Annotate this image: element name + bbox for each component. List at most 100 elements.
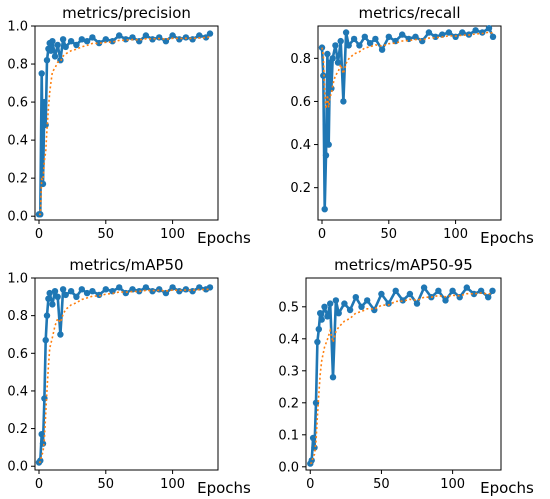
data-point (334, 59, 342, 66)
data-point (54, 293, 61, 300)
data-point (337, 37, 344, 45)
data-point (470, 290, 478, 298)
data-point (206, 30, 214, 37)
y-tick-label: 0.6 (7, 96, 28, 111)
data-point (59, 286, 67, 293)
y-tick-label: 0.8 (7, 58, 28, 73)
data-point (156, 34, 163, 41)
data-point (116, 284, 123, 291)
data-point (142, 284, 150, 291)
y-tick-label: 0.8 (290, 52, 311, 67)
data-point (361, 33, 368, 40)
data-point (136, 288, 143, 295)
data-point (346, 306, 354, 314)
data-point (78, 286, 86, 293)
data-point (485, 25, 493, 32)
y-tick-label: 0.0 (7, 210, 28, 225)
smooth-line (39, 35, 211, 216)
data-point (317, 310, 324, 317)
data-point (89, 34, 96, 41)
data-point (102, 36, 110, 43)
data-point (38, 70, 45, 77)
data-point (399, 297, 406, 304)
data-point (176, 288, 183, 295)
data-point (45, 295, 52, 302)
x-tick-label: 100 (160, 477, 185, 492)
data-point (358, 303, 365, 310)
data-point (95, 291, 103, 299)
data-point (340, 98, 347, 105)
data-point (116, 32, 123, 39)
data-point (182, 34, 190, 41)
x-tick-label: 50 (373, 477, 390, 492)
data-point (38, 431, 45, 438)
data-point (46, 289, 53, 297)
data-point (54, 41, 61, 49)
data-point (51, 288, 59, 295)
data-point (51, 53, 59, 60)
data-point (392, 287, 399, 294)
data-point (399, 31, 406, 38)
x-tick-label: 0 (318, 227, 326, 242)
y-tick-label: 1.0 (7, 272, 28, 287)
data-point (378, 46, 386, 53)
data-point (42, 336, 49, 344)
y-tick-label: 0.3 (278, 364, 299, 379)
data-point (149, 288, 156, 295)
data-point (327, 300, 334, 307)
data-point (315, 326, 322, 333)
plot-frame (34, 25, 219, 221)
data-point (95, 39, 103, 47)
chart-title: metrics/recall (358, 4, 460, 22)
data-point (378, 290, 385, 298)
x-axis-label: Epochs (480, 479, 534, 497)
data-point (129, 34, 136, 41)
data-point (459, 29, 466, 36)
data-point (47, 47, 55, 54)
x-tick-label: 100 (443, 227, 468, 242)
data-point (149, 36, 156, 43)
x-tick-label: 50 (381, 227, 398, 242)
data-point (78, 36, 86, 43)
x-tick-label: 50 (98, 477, 115, 492)
data-point (57, 331, 64, 338)
y-tick-label: 0.1 (278, 428, 299, 443)
data-point (332, 42, 339, 49)
x-tick-label: 0 (306, 477, 314, 492)
chart-panel-4: metrics/mAP50-95 0.0 0.1 0.2 0.3 0.4 0.5 0 50 100… (278, 256, 534, 497)
data-point (43, 57, 51, 64)
y-tick-label: 0.6 (290, 95, 311, 110)
data-point (309, 434, 317, 442)
data-point (49, 38, 56, 45)
data-point (318, 316, 325, 323)
chart-panel-2: metrics/recall 0.2 0.4 0.6 0.8 0 50 100 Epochs (290, 4, 534, 247)
x-axis-label: Epochs (197, 479, 251, 497)
data-point (196, 32, 203, 39)
data-point (345, 42, 352, 49)
y-tick-label: 0.0 (7, 460, 28, 475)
data-point (49, 301, 56, 308)
data-point (463, 284, 470, 291)
data-point (156, 286, 163, 293)
y-tick-label: 0.4 (7, 134, 28, 149)
data-point (83, 289, 91, 297)
y-tick-label: 0.5 (278, 300, 299, 315)
data-point (335, 310, 342, 317)
data-point (489, 287, 496, 294)
data-point (321, 303, 328, 310)
smooth-line (38, 288, 211, 464)
data-point (41, 98, 48, 106)
data-point (341, 300, 348, 307)
data-point (406, 290, 414, 298)
plot-frame (34, 277, 219, 471)
data-point (329, 374, 337, 381)
data-point (472, 27, 479, 34)
data-point (314, 338, 321, 346)
y-tick-label: 0.2 (290, 181, 311, 196)
data-point (449, 287, 456, 294)
data-point (169, 284, 176, 291)
data-point (439, 31, 446, 38)
x-axis-label: Epochs (480, 229, 534, 247)
chart-title: metrics/mAP50 (69, 256, 183, 274)
smooth-line (309, 292, 493, 465)
